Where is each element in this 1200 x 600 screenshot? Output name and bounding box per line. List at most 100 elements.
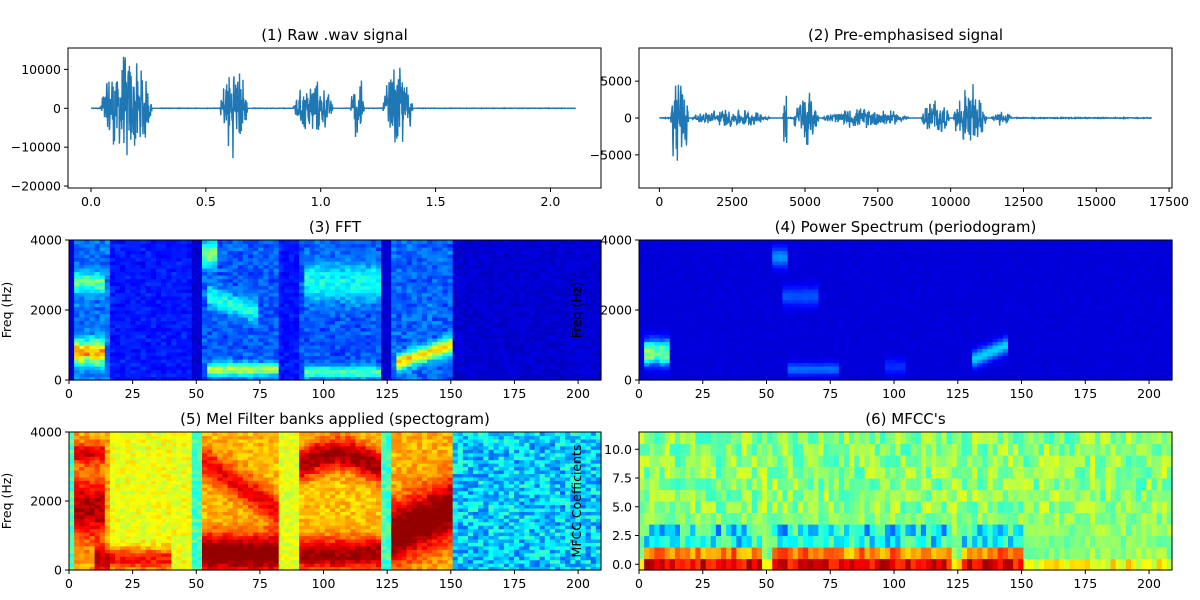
p3-heat-cell xyxy=(462,362,469,367)
p4-heat-cell xyxy=(649,268,655,273)
p3-heat-cell xyxy=(104,243,111,248)
p4-heat-cell xyxy=(669,355,676,360)
p4-heat-cell xyxy=(674,355,681,360)
p3-heat-cell xyxy=(345,292,351,297)
p4-heat-cell xyxy=(695,352,702,357)
p3-heat-cell xyxy=(396,303,403,308)
p3-heat-cell xyxy=(406,306,413,311)
p3-heat-cell xyxy=(94,240,101,245)
p4-heat-cell xyxy=(644,331,650,336)
p3-heat-cell xyxy=(503,331,510,336)
p3-heat-cell xyxy=(391,285,397,290)
p3-heat-cell xyxy=(457,338,464,343)
p3-heat-cell xyxy=(304,327,311,332)
p3-heat-cell xyxy=(273,366,280,371)
p3-heat-cell xyxy=(595,376,602,381)
p4-heat-cell xyxy=(690,264,696,269)
p3-heat-cell xyxy=(268,285,275,290)
p3-heat-cell xyxy=(575,348,582,353)
p3-heat-cell xyxy=(375,317,382,322)
p3-heat-cell xyxy=(421,240,428,245)
p3-heat-cell xyxy=(437,303,444,308)
p4-heat-cell xyxy=(700,299,707,304)
p3-heat-cell xyxy=(519,317,525,322)
p3-heat-cell xyxy=(145,296,152,301)
p4-heat-cell xyxy=(659,289,666,294)
p3-heat-cell xyxy=(278,296,285,301)
p4-heat-cell xyxy=(690,341,696,346)
p3-heat-cell xyxy=(288,268,295,273)
p3-heat-cell xyxy=(534,320,541,325)
p3-heat-cell xyxy=(242,345,249,350)
p3-heat-cell xyxy=(595,313,602,318)
p4-heat-cell xyxy=(654,296,661,301)
p4-heat-cell xyxy=(639,320,645,325)
p4-heat-cell xyxy=(669,299,676,304)
p4-heat-cell xyxy=(715,324,722,329)
p3-heat-cell xyxy=(89,352,96,357)
p3-heat-cell xyxy=(544,345,551,350)
p3-heat-cell xyxy=(186,264,193,269)
p3-heat-cell xyxy=(273,250,280,255)
p4-heat-cell xyxy=(664,299,671,304)
p3-heat-cell xyxy=(544,320,551,325)
p3-heat-cell xyxy=(585,299,592,304)
p3-heat-cell xyxy=(319,257,326,262)
p3-heat-cell xyxy=(580,352,587,357)
p3-heat-cell xyxy=(263,334,270,339)
p3-heat-cell xyxy=(488,327,495,332)
p3-heat-cell xyxy=(468,369,474,374)
p3-heat-cell xyxy=(135,362,142,367)
p4-heat-cell xyxy=(700,243,707,248)
p3-heat-cell xyxy=(524,275,530,280)
p3-heat-cell xyxy=(462,261,469,266)
p3-heat-cell xyxy=(493,373,500,378)
p4-heat-cell xyxy=(731,240,737,245)
p4-heat-cell xyxy=(715,264,722,269)
p3-heat-cell xyxy=(294,362,300,367)
p4-heat-cell xyxy=(659,292,666,297)
p3-heat-cell xyxy=(99,261,106,266)
p3-heat-cell xyxy=(529,345,536,350)
p3-heat-cell xyxy=(227,268,234,273)
p3-heat-cell xyxy=(166,320,172,325)
p3-heat-cell xyxy=(227,355,234,360)
p3-heat-cell xyxy=(462,299,469,304)
p4-heat-cell xyxy=(700,303,707,308)
p3-heat-cell xyxy=(115,250,121,255)
p3-heat-cell xyxy=(473,352,479,357)
p3-heat-cell xyxy=(391,338,397,343)
p4-heat-cell xyxy=(680,320,686,325)
p3-heat-cell xyxy=(89,355,96,360)
p4-heat-cell xyxy=(690,271,696,276)
p3-heat-cell xyxy=(155,240,162,245)
p4-heat-cell xyxy=(705,317,712,322)
p3-heat-cell xyxy=(575,247,582,252)
p3-heat-cell xyxy=(84,334,91,339)
p3-heat-cell xyxy=(534,303,541,308)
p3-heat-cell xyxy=(186,373,193,378)
p3-heat-cell xyxy=(585,275,592,280)
p3-heat-cell xyxy=(288,369,295,374)
p3-heat-cell xyxy=(155,264,162,269)
p3-heat-cell xyxy=(155,247,162,252)
p4-heat-cell xyxy=(664,320,671,325)
p3-heat-cell xyxy=(508,292,515,297)
p3-heat-cell xyxy=(319,362,326,367)
p3-heat-cell xyxy=(212,317,218,322)
p3-heat-cell xyxy=(401,278,408,283)
p3-heat-cell xyxy=(99,362,106,367)
p3-heat-cell xyxy=(309,324,316,329)
p3-heat-cell xyxy=(232,264,239,269)
p3-heat-cell xyxy=(381,240,387,245)
p3-heat-cell xyxy=(529,264,536,269)
p3-heat-cell xyxy=(381,275,387,280)
p3-heat-cell xyxy=(125,254,131,259)
p4-heat-cell xyxy=(700,331,707,336)
p3-heat-cell xyxy=(340,317,346,322)
p3-heat-cell xyxy=(432,303,438,308)
p3-heat-cell xyxy=(580,313,587,318)
p3-heat-cell xyxy=(79,341,85,346)
p3-heat-cell xyxy=(109,299,116,304)
